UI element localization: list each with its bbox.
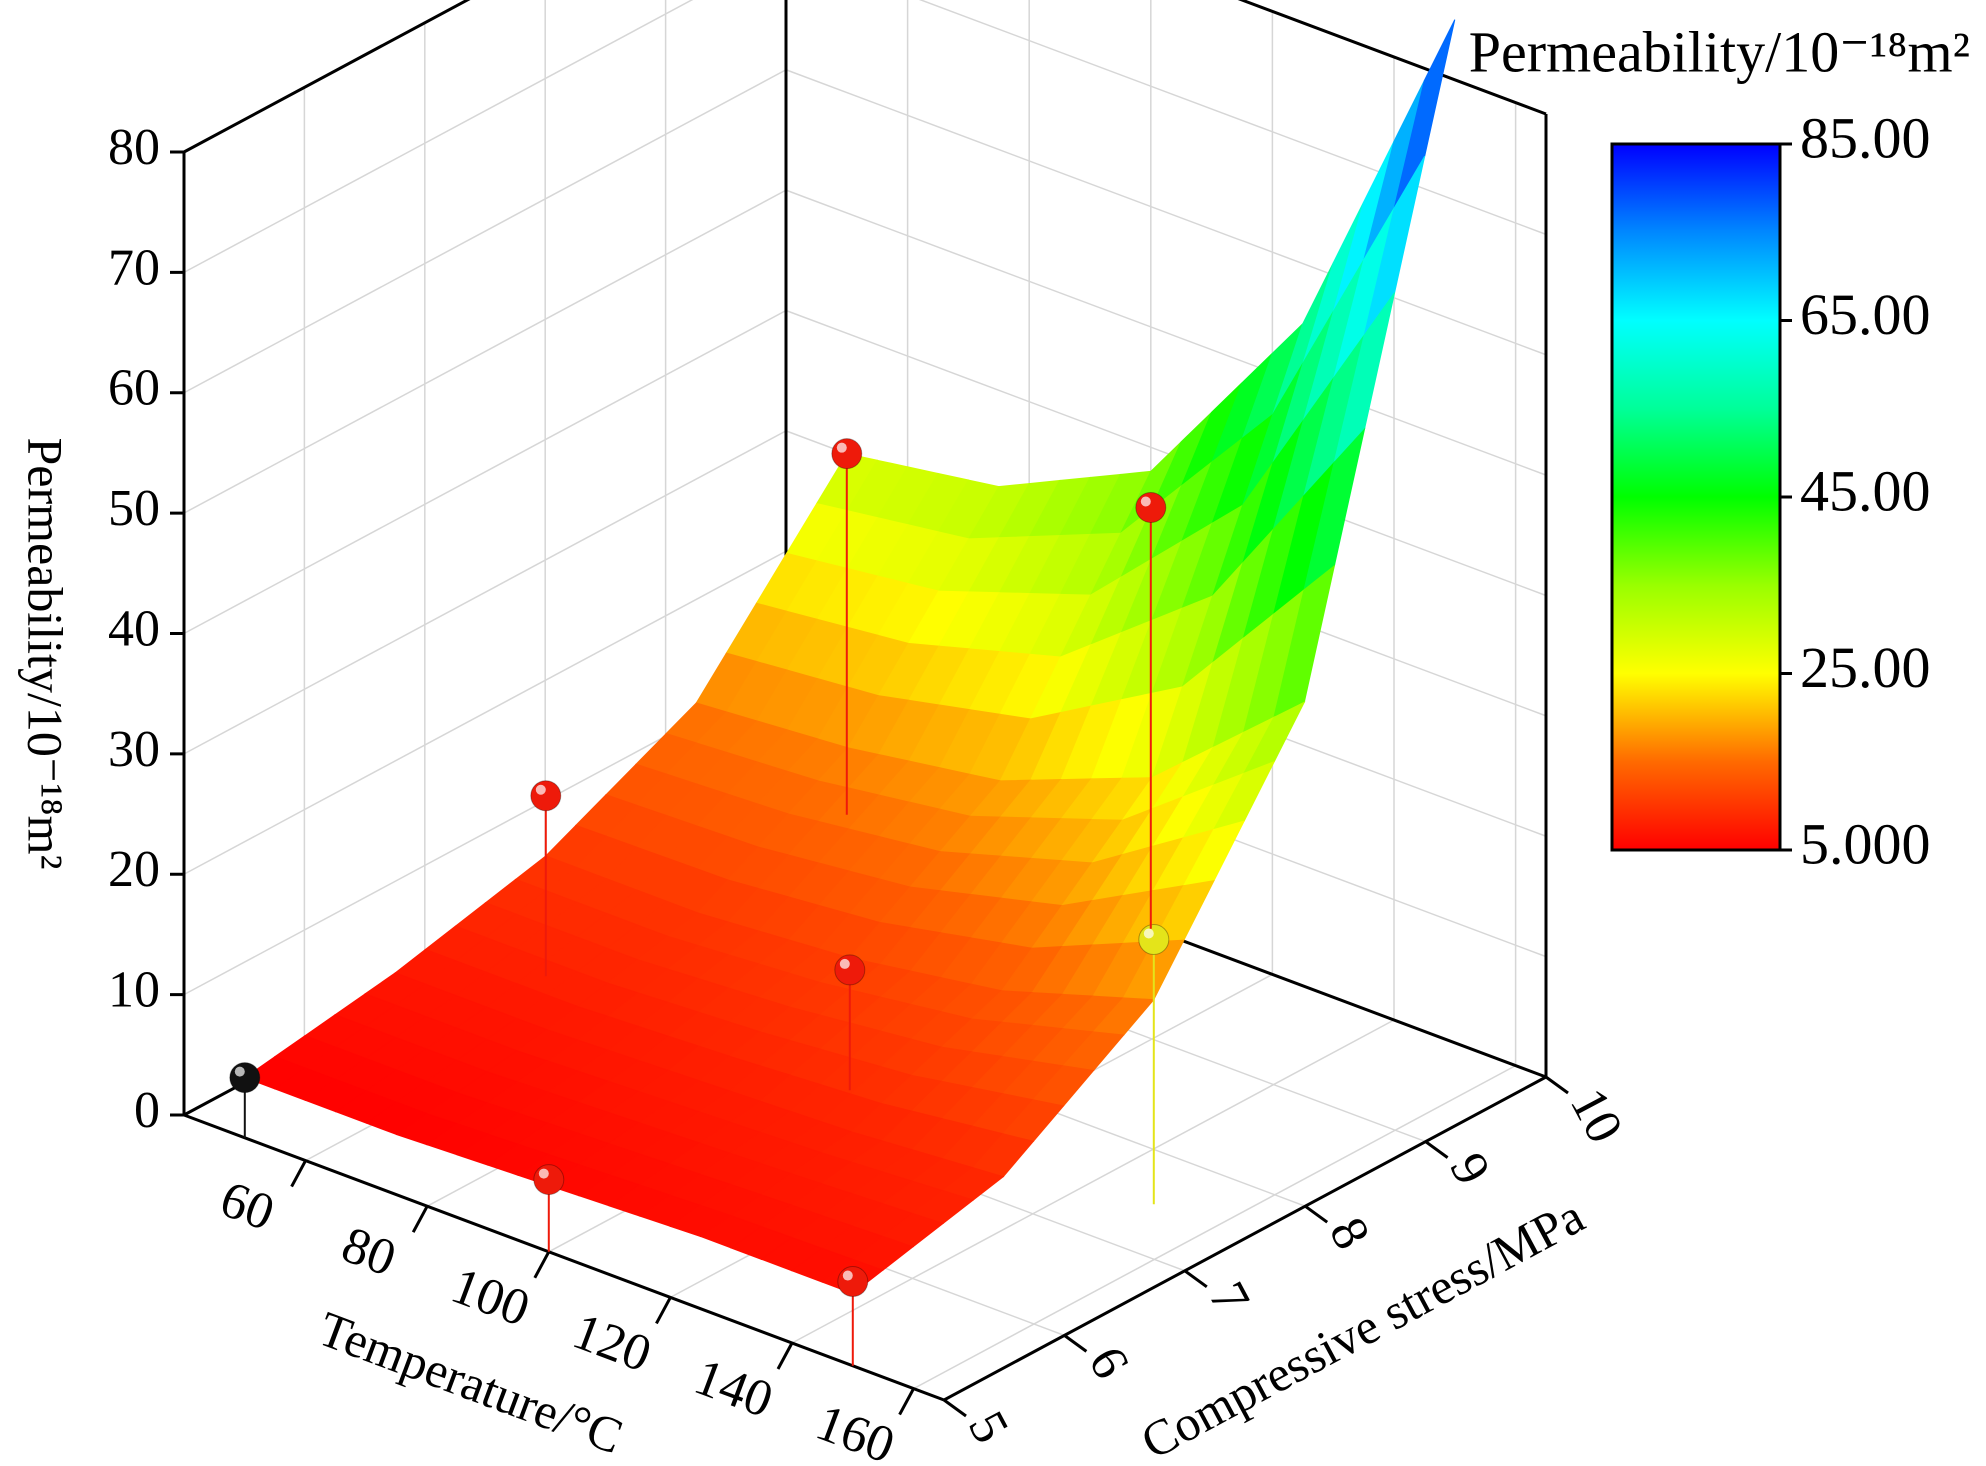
grid-line	[183, 0, 694, 274]
tick-mark	[898, 1387, 915, 1416]
y-tick-label: 5	[957, 1402, 1020, 1452]
z-tick-label: 50	[108, 480, 160, 537]
x-tick-label: 60	[213, 1171, 282, 1243]
grid-line	[183, 189, 787, 514]
tick-mark	[533, 1251, 551, 1279]
x-tick-label: 160	[809, 1394, 902, 1466]
colorbar-tick-label: 85.00	[1800, 105, 1931, 170]
x-tick-label: 140	[687, 1348, 780, 1429]
highlight	[839, 958, 850, 969]
y-tick-label: 6	[1077, 1338, 1140, 1388]
tick-mark	[1545, 1075, 1569, 1095]
z-tick-label: 70	[108, 239, 160, 296]
tick-mark	[943, 1398, 967, 1418]
y-tick-label: 7	[1198, 1273, 1261, 1323]
tick-mark	[290, 1159, 307, 1188]
data-point	[1135, 491, 1167, 523]
tick-mark	[1304, 1204, 1329, 1224]
colorbar-tick-label: 5.000	[1800, 811, 1931, 876]
data-point	[837, 1266, 869, 1298]
highlight	[535, 784, 546, 795]
tick-mark	[411, 1205, 429, 1233]
z-tick-label: 20	[108, 841, 160, 898]
surface-patch	[1393, 19, 1456, 209]
tick-mark	[1424, 1140, 1449, 1159]
tick-mark	[1063, 1334, 1088, 1353]
axis-line	[943, 1075, 1547, 1402]
x-tick-label: 80	[334, 1216, 403, 1288]
highlight	[836, 442, 847, 453]
colorbar-tick-label: 25.00	[1800, 635, 1931, 700]
grid-line	[918, 0, 1547, 236]
colorbar-tick-label: 65.00	[1800, 282, 1931, 347]
y-tick-label: 9	[1438, 1144, 1501, 1194]
z-tick-label: 60	[108, 360, 160, 417]
axis-line	[1237, 0, 1547, 116]
data-point	[834, 954, 866, 986]
x-tick-label: 100	[444, 1257, 537, 1338]
y-tick-label: 8	[1318, 1209, 1381, 1259]
axis-line	[183, 0, 471, 154]
z-tick-label: 30	[108, 721, 160, 778]
tick-mark	[776, 1342, 794, 1370]
tick-mark	[655, 1296, 672, 1325]
data-point	[229, 1062, 261, 1094]
axis-line	[183, 1113, 945, 1402]
colorbar-title: Permeability/10⁻¹⁸m²	[1469, 19, 1970, 84]
grid-line	[785, 69, 1547, 356]
colorbar-tick-label: 45.00	[1800, 458, 1931, 523]
highlight	[1140, 496, 1151, 507]
z-tick-label: 0	[134, 1082, 160, 1139]
grid-line	[183, 550, 787, 875]
grid-line	[183, 69, 787, 394]
grid-line	[785, 189, 1547, 476]
highlight	[234, 1066, 245, 1077]
highlight	[842, 1270, 853, 1281]
data-point	[530, 780, 562, 812]
y-tick-label: 10	[1559, 1079, 1634, 1152]
highlight	[538, 1168, 549, 1179]
grid-line	[785, 309, 1547, 597]
highlight	[1143, 928, 1154, 939]
grid-line	[183, 0, 469, 153]
data-point	[831, 438, 863, 470]
x-tick-label: 120	[565, 1303, 658, 1384]
z-axis-title: Permeability/10⁻¹⁸m²	[18, 437, 74, 869]
data-point	[1138, 923, 1170, 955]
grid-line	[791, 1019, 1395, 1344]
z-tick-label: 80	[108, 119, 160, 176]
z-tick-label: 10	[108, 962, 160, 1019]
data-point	[533, 1164, 565, 1196]
grid-line	[183, 430, 787, 755]
tick-mark	[1183, 1269, 1208, 1289]
grid-line	[183, 309, 787, 635]
grid-line	[913, 1064, 1516, 1390]
z-tick-label: 40	[108, 600, 160, 657]
colorbar	[1610, 142, 1782, 852]
